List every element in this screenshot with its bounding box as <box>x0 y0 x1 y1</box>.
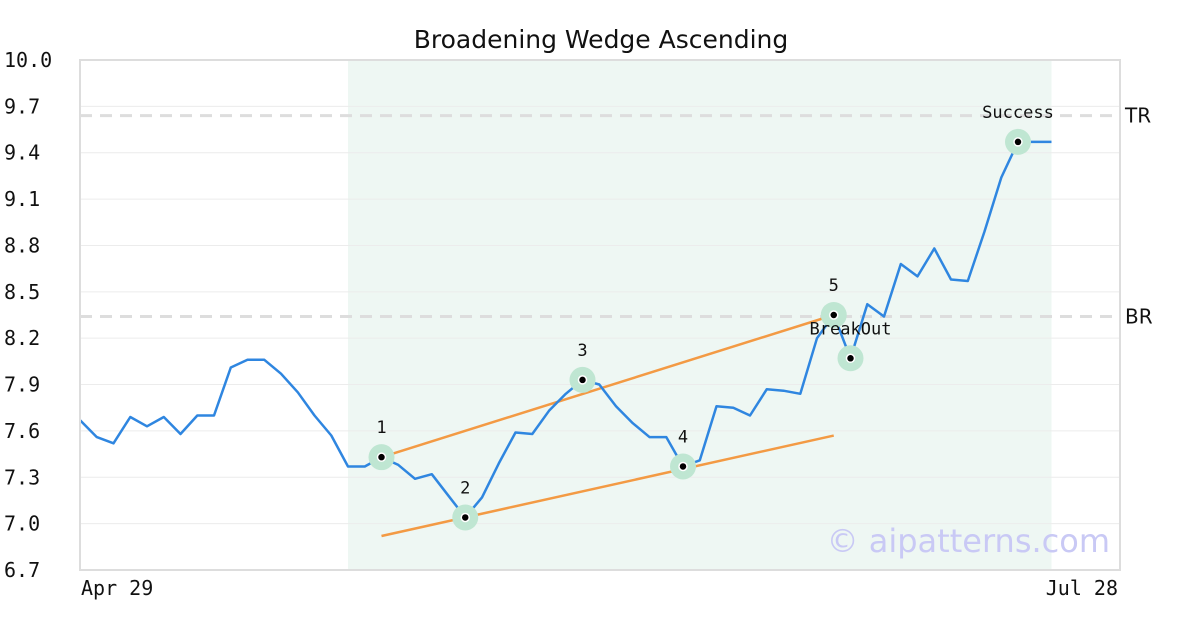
trendline <box>381 313 835 459</box>
watermark: © aipatterns.com <box>827 522 1110 560</box>
y-tick-label: 9.7 <box>4 94 40 118</box>
point-marker <box>577 375 588 385</box>
y-tick-label: 7.0 <box>4 512 40 536</box>
point-marker <box>460 512 470 523</box>
y-tick-label: 6.7 <box>4 558 40 582</box>
y-tick-label: 7.3 <box>4 465 40 489</box>
y-tick-label: 8.2 <box>4 326 40 350</box>
point-marker <box>1013 137 1023 147</box>
chart-title: Broadening Wedge Ascending <box>414 25 789 54</box>
point-marker <box>376 452 387 462</box>
ref-label-tr: TR <box>1124 104 1151 128</box>
y-tick-label: 9.4 <box>4 141 40 165</box>
y-tick-label: 10.0 <box>4 48 52 72</box>
y-tick-label: 7.9 <box>4 373 40 397</box>
point-label: 4 <box>678 427 688 447</box>
x-tick-label: Apr 29 <box>81 576 153 600</box>
y-tick-label: 8.8 <box>4 233 40 257</box>
ref-label-br: BR <box>1125 305 1153 329</box>
point-label: 1 <box>376 418 386 438</box>
point-label: BreakOut <box>810 319 892 339</box>
point-marker <box>845 353 856 364</box>
point-marker <box>678 461 688 472</box>
y-tick-label: 9.1 <box>4 187 40 211</box>
point-label: 2 <box>460 478 470 498</box>
point-label: Success <box>982 103 1054 123</box>
point-label: 3 <box>577 341 587 361</box>
point-marker <box>829 310 839 320</box>
point-label: 5 <box>829 276 839 296</box>
plot-frame <box>79 59 1121 571</box>
pattern-region <box>348 60 1052 570</box>
x-tick-label: Jul 28 <box>1046 576 1118 600</box>
y-tick-label: 7.6 <box>4 419 40 443</box>
y-tick-label: 8.5 <box>4 280 40 304</box>
price-line <box>79 140 1052 519</box>
